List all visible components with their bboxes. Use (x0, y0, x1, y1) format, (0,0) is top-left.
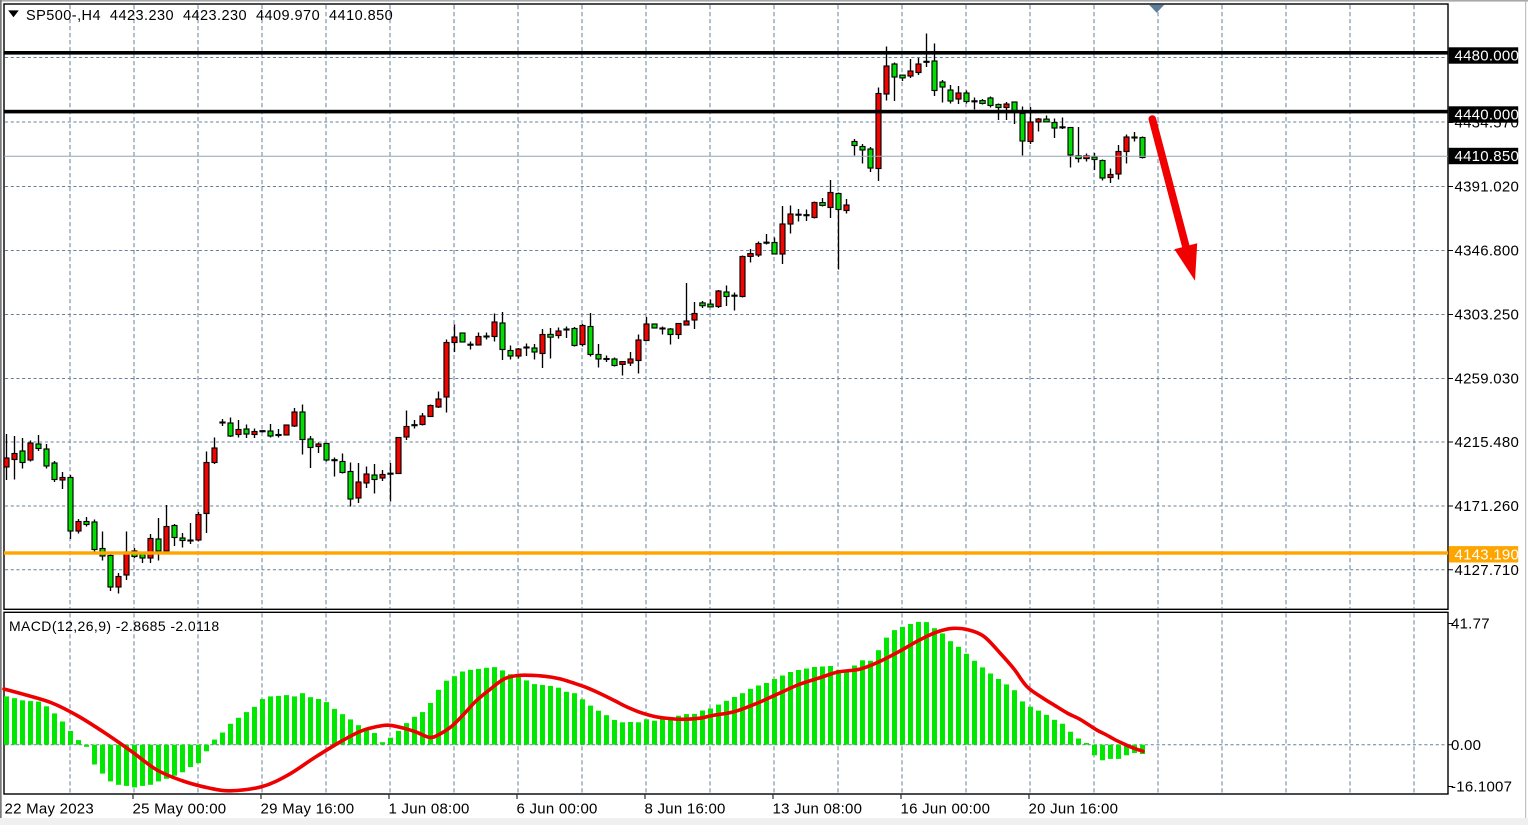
svg-text:16 Jun 00:00: 16 Jun 00:00 (901, 800, 991, 817)
svg-text:4303.250: 4303.250 (1455, 307, 1520, 324)
svg-text:4127.710: 4127.710 (1455, 562, 1520, 579)
svg-text:4259.030: 4259.030 (1455, 371, 1520, 388)
svg-text:4391.020: 4391.020 (1455, 179, 1520, 196)
svg-text:4480.000: 4480.000 (1455, 48, 1520, 65)
svg-text:29 May 16:00: 29 May 16:00 (261, 800, 355, 817)
svg-text:25 May 00:00: 25 May 00:00 (133, 800, 227, 817)
svg-text:4215.480: 4215.480 (1455, 434, 1520, 451)
svg-text:SP500-,H4 4423.230 4423.230: SP500-,H4 4423.230 4423.230 4409.970 441… (26, 8, 393, 24)
svg-text:4143.190: 4143.190 (1455, 547, 1520, 564)
svg-text:-16.1007: -16.1007 (1451, 779, 1512, 796)
svg-text:4346.800: 4346.800 (1455, 243, 1520, 260)
svg-text:0.00: 0.00 (1451, 737, 1481, 754)
svg-text:8 Jun 16:00: 8 Jun 16:00 (645, 800, 726, 817)
svg-text:13 Jun 08:00: 13 Jun 08:00 (773, 800, 863, 817)
svg-text:22 May 2023: 22 May 2023 (5, 800, 94, 817)
svg-text:4171.260: 4171.260 (1455, 498, 1520, 515)
svg-text:6 Jun 00:00: 6 Jun 00:00 (517, 800, 598, 817)
svg-text:20 Jun 16:00: 20 Jun 16:00 (1029, 800, 1119, 817)
svg-text:4410.850: 4410.850 (1455, 148, 1520, 165)
svg-text:41.77: 41.77 (1451, 616, 1490, 633)
svg-text:4440.000: 4440.000 (1455, 107, 1520, 124)
svg-text:1 Jun 08:00: 1 Jun 08:00 (389, 800, 470, 817)
svg-text:MACD(12,26,9) -2.8685 -2.0118: MACD(12,26,9) -2.8685 -2.0118 (9, 618, 220, 634)
